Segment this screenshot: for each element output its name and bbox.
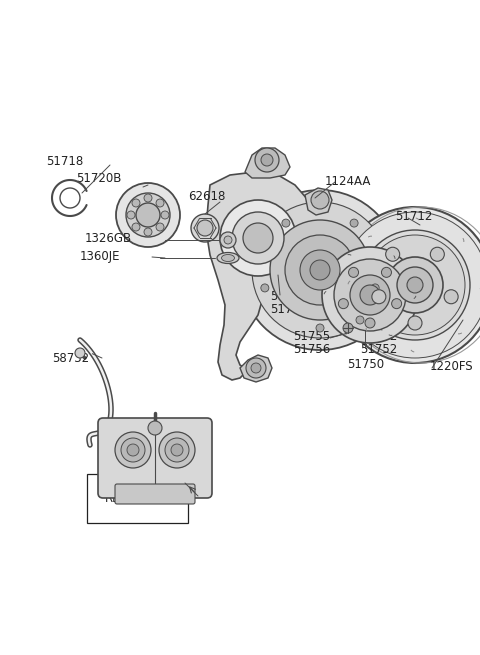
Text: 1360JE: 1360JE (80, 250, 120, 263)
Circle shape (156, 223, 164, 231)
Circle shape (382, 267, 392, 277)
Circle shape (232, 212, 284, 264)
Circle shape (365, 318, 375, 328)
Circle shape (322, 247, 418, 343)
Circle shape (171, 444, 183, 456)
Text: 51720B: 51720B (76, 172, 121, 185)
Circle shape (246, 358, 266, 378)
Ellipse shape (217, 252, 239, 263)
Circle shape (191, 214, 219, 242)
Polygon shape (206, 172, 312, 380)
Text: 58732: 58732 (52, 352, 89, 365)
Circle shape (116, 183, 180, 247)
Circle shape (159, 432, 195, 468)
Circle shape (165, 438, 189, 462)
Circle shape (270, 220, 370, 320)
Circle shape (251, 363, 261, 373)
Text: 51752: 51752 (360, 330, 397, 343)
Circle shape (132, 223, 140, 231)
Circle shape (282, 219, 290, 227)
Text: 1326GB: 1326GB (85, 232, 132, 245)
Text: 51718: 51718 (46, 155, 83, 168)
Polygon shape (245, 148, 290, 178)
Circle shape (348, 267, 359, 277)
Circle shape (431, 247, 444, 261)
Circle shape (144, 228, 152, 236)
Polygon shape (240, 355, 272, 382)
Circle shape (311, 191, 329, 209)
Circle shape (126, 193, 170, 237)
Circle shape (407, 277, 423, 293)
Circle shape (356, 316, 364, 324)
Circle shape (334, 259, 406, 331)
Circle shape (121, 438, 145, 462)
Circle shape (127, 444, 139, 456)
Circle shape (220, 232, 236, 248)
Circle shape (144, 194, 152, 202)
Circle shape (240, 190, 400, 350)
Circle shape (444, 290, 458, 304)
Text: 1124AA: 1124AA (325, 175, 372, 188)
Circle shape (360, 285, 380, 305)
Circle shape (156, 199, 164, 207)
Circle shape (350, 219, 358, 227)
Circle shape (197, 220, 213, 236)
Circle shape (243, 223, 273, 253)
Circle shape (408, 316, 422, 330)
Circle shape (310, 260, 330, 280)
Text: 51750: 51750 (347, 358, 384, 371)
Circle shape (387, 257, 443, 313)
Circle shape (261, 284, 269, 292)
Text: 51755: 51755 (293, 330, 330, 343)
Circle shape (115, 432, 151, 468)
Circle shape (342, 212, 480, 358)
Text: 62618: 62618 (188, 190, 226, 203)
Circle shape (161, 211, 169, 219)
FancyBboxPatch shape (98, 418, 212, 498)
Circle shape (337, 207, 480, 363)
Circle shape (136, 203, 160, 227)
Circle shape (75, 348, 85, 358)
Circle shape (343, 323, 353, 333)
Text: 51752: 51752 (360, 343, 397, 356)
Ellipse shape (221, 255, 235, 261)
Circle shape (261, 154, 273, 166)
Circle shape (220, 200, 296, 276)
Text: 1220FS: 1220FS (430, 360, 474, 373)
Circle shape (224, 236, 232, 244)
Polygon shape (305, 188, 332, 215)
Circle shape (127, 211, 135, 219)
Circle shape (365, 235, 465, 335)
Text: REF.58-581: REF.58-581 (105, 492, 170, 505)
Circle shape (392, 299, 402, 309)
Circle shape (371, 284, 379, 292)
Text: 51716: 51716 (270, 303, 307, 316)
FancyBboxPatch shape (115, 484, 195, 504)
Circle shape (397, 267, 433, 303)
Circle shape (360, 230, 470, 340)
Circle shape (285, 235, 355, 305)
Circle shape (252, 202, 388, 338)
Circle shape (255, 148, 279, 172)
Text: 51756: 51756 (293, 343, 330, 356)
Circle shape (300, 250, 340, 290)
Text: 51715: 51715 (270, 290, 307, 303)
Circle shape (372, 290, 386, 304)
Circle shape (350, 275, 390, 315)
Text: 51712: 51712 (395, 210, 432, 223)
Circle shape (385, 247, 400, 261)
Circle shape (316, 324, 324, 332)
Circle shape (132, 199, 140, 207)
Circle shape (148, 421, 162, 435)
Circle shape (338, 299, 348, 309)
